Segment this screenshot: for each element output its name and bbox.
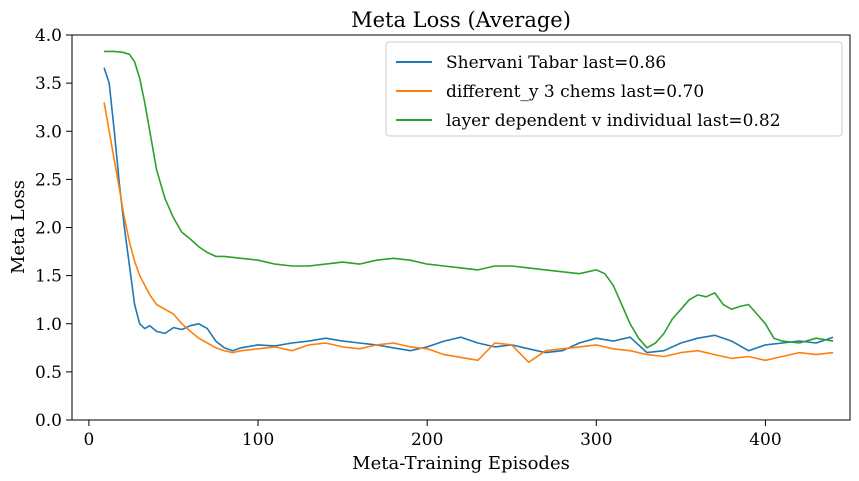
y-tick-label: 1.5 <box>35 267 62 287</box>
series-line-1 <box>103 67 834 354</box>
y-tick-label: 3.5 <box>35 74 62 94</box>
series-line-3 <box>104 50 834 349</box>
y-tick-label: 0.0 <box>35 411 62 431</box>
x-tick-label: 100 <box>242 430 274 450</box>
x-tick-label: 0 <box>83 430 94 450</box>
y-tick-label: 4.0 <box>35 26 62 46</box>
y-axis: 0.0 0.5 1.0 1.5 2.0 2.5 3.0 3.5 4.0 <box>35 26 72 431</box>
x-tick-label: 200 <box>411 430 443 450</box>
y-tick-label: 3.0 <box>35 122 62 142</box>
legend-label: different_y 3 chems last=0.70 <box>446 82 704 102</box>
y-axis-label: Meta Loss <box>8 180 29 274</box>
x-axis: 0 100 200 300 400 <box>83 420 782 450</box>
y-tick-label: 1.0 <box>35 315 62 335</box>
legend-label: layer dependent v individual last=0.82 <box>446 111 781 131</box>
y-tick-label: 0.5 <box>35 363 62 383</box>
x-tick-label: 300 <box>580 430 612 450</box>
x-axis-label: Meta-Training Episodes <box>352 453 570 474</box>
series-line-2 <box>103 102 834 364</box>
legend-label: Shervani Tabar last=0.86 <box>446 53 666 73</box>
series-layer <box>103 50 834 364</box>
x-tick-label: 400 <box>749 430 781 450</box>
y-tick-label: 2.5 <box>35 170 62 190</box>
y-tick-label: 2.0 <box>35 219 62 239</box>
chart-title: Meta Loss (Average) <box>351 8 571 32</box>
legend-box <box>385 41 843 137</box>
legend: Shervani Tabar last=0.86 different_y 3 ch… <box>385 41 843 137</box>
